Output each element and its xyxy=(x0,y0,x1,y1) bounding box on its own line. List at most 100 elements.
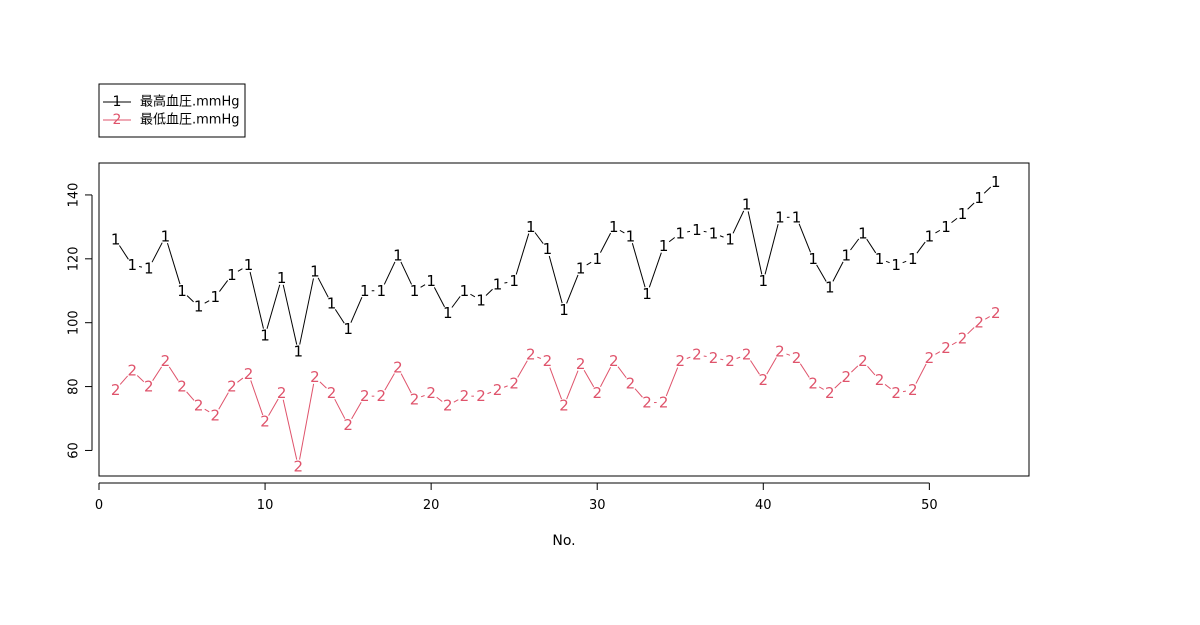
series-1-point: 1 xyxy=(709,224,719,242)
series-2-segment xyxy=(420,395,425,398)
series-2-point: 2 xyxy=(443,397,453,415)
series-1-segment xyxy=(687,230,691,233)
series-2-segment xyxy=(282,399,298,460)
series-2-point: 2 xyxy=(974,314,984,332)
series-1-segment xyxy=(350,296,363,323)
series-1-point: 1 xyxy=(509,272,519,290)
series-1-segment xyxy=(566,274,579,304)
series-1-point: 1 xyxy=(476,291,486,309)
series-2-point: 2 xyxy=(642,394,652,412)
series-2-point: 2 xyxy=(825,384,835,402)
series-2-segment xyxy=(634,388,643,398)
series-1-segment xyxy=(504,282,508,284)
series-2-point: 2 xyxy=(310,368,320,386)
series-1-point: 1 xyxy=(958,205,968,223)
series-2-point: 2 xyxy=(227,378,237,396)
series-1-segment xyxy=(983,186,992,194)
series-1-point: 1 xyxy=(294,342,304,360)
series-1-segment xyxy=(798,223,811,253)
series-2-point: 2 xyxy=(792,349,802,367)
series-2-point: 2 xyxy=(277,384,287,402)
series-2-point: 2 xyxy=(460,387,470,405)
legend-label-series-2: 最低血圧.mmHg xyxy=(140,113,240,128)
series-2-segment xyxy=(834,381,842,389)
series-2-segment xyxy=(750,360,760,375)
legend-marker-series-1: 1 xyxy=(113,94,122,110)
series-2-segment xyxy=(566,370,579,400)
x-tick-label: 0 xyxy=(95,498,103,513)
series-2-point: 2 xyxy=(161,352,171,370)
series-2-point: 2 xyxy=(111,381,121,399)
series-1-segment xyxy=(764,223,779,275)
series-1-point: 1 xyxy=(842,247,852,265)
series-1-point: 1 xyxy=(858,224,868,242)
series-2-segment xyxy=(583,370,595,388)
series-1-segment xyxy=(282,284,298,345)
series-2-segment xyxy=(186,391,195,401)
series-2-segment xyxy=(915,363,927,384)
series-1-segment xyxy=(204,300,210,304)
series-1-segment xyxy=(420,284,426,288)
series-1-point: 1 xyxy=(327,295,337,313)
series-1-point: 1 xyxy=(310,263,320,281)
series-2-segment xyxy=(686,356,691,359)
series-1-segment xyxy=(548,255,563,304)
series-1-segment xyxy=(151,242,163,263)
series-1-point: 1 xyxy=(659,237,669,255)
series-1-point: 1 xyxy=(543,240,553,258)
series-1-point: 1 xyxy=(127,256,137,274)
series-2-segment xyxy=(984,316,990,320)
plot-area-box xyxy=(98,162,1030,477)
series-2-segment xyxy=(351,401,362,420)
series-1-point: 1 xyxy=(111,231,121,249)
series-1-segment xyxy=(832,261,844,282)
series-1-segment xyxy=(317,277,329,298)
series-2-point: 2 xyxy=(725,352,735,370)
series-1-point: 1 xyxy=(460,282,470,300)
series-2-segment xyxy=(851,365,859,373)
series-1-segment xyxy=(885,260,890,264)
series-1-segment xyxy=(967,202,975,210)
series-2-segment xyxy=(152,366,163,381)
series-2-point: 2 xyxy=(675,352,685,370)
series-2-segment xyxy=(503,385,508,388)
x-tick-label: 20 xyxy=(423,498,440,513)
series-1-point: 1 xyxy=(493,275,503,293)
series-1-segment xyxy=(850,238,860,251)
series-2-segment xyxy=(384,373,395,391)
series-1-point: 1 xyxy=(227,266,237,284)
y-tick-label: 140 xyxy=(67,183,82,208)
series-1-segment xyxy=(334,309,345,324)
series-2-point: 2 xyxy=(360,387,370,405)
series-2-segment xyxy=(436,396,443,402)
series-1-segment xyxy=(599,232,612,253)
series-2-segment xyxy=(720,358,724,361)
legend-marker-series-2: 2 xyxy=(113,112,122,128)
series-1-point: 1 xyxy=(825,279,835,297)
series-2-segment xyxy=(517,360,528,378)
series-2-segment xyxy=(766,357,777,375)
series-1-segment xyxy=(515,233,530,275)
series-2-point: 2 xyxy=(327,384,337,402)
series-1-segment xyxy=(631,243,646,288)
series-1-point: 1 xyxy=(808,250,818,268)
series-1-segment xyxy=(186,295,194,303)
series-1-point: 1 xyxy=(210,288,220,306)
series-1-segment xyxy=(470,293,476,298)
series-1-segment xyxy=(703,230,707,233)
series-1-point: 1 xyxy=(991,173,1001,191)
series-1-point: 1 xyxy=(526,218,536,236)
series-2-point: 2 xyxy=(626,374,636,392)
series-2-point: 2 xyxy=(991,304,1001,322)
y-tick-label: 120 xyxy=(67,246,82,271)
series-2-point: 2 xyxy=(410,390,420,408)
series-1-segment xyxy=(451,296,461,308)
series-2-point: 2 xyxy=(609,352,619,370)
series-2-segment xyxy=(334,398,346,419)
series-2-point: 2 xyxy=(177,378,187,396)
series-1-point: 1 xyxy=(260,326,270,344)
series-1-segment xyxy=(219,280,229,292)
series-1-point: 1 xyxy=(692,221,702,239)
